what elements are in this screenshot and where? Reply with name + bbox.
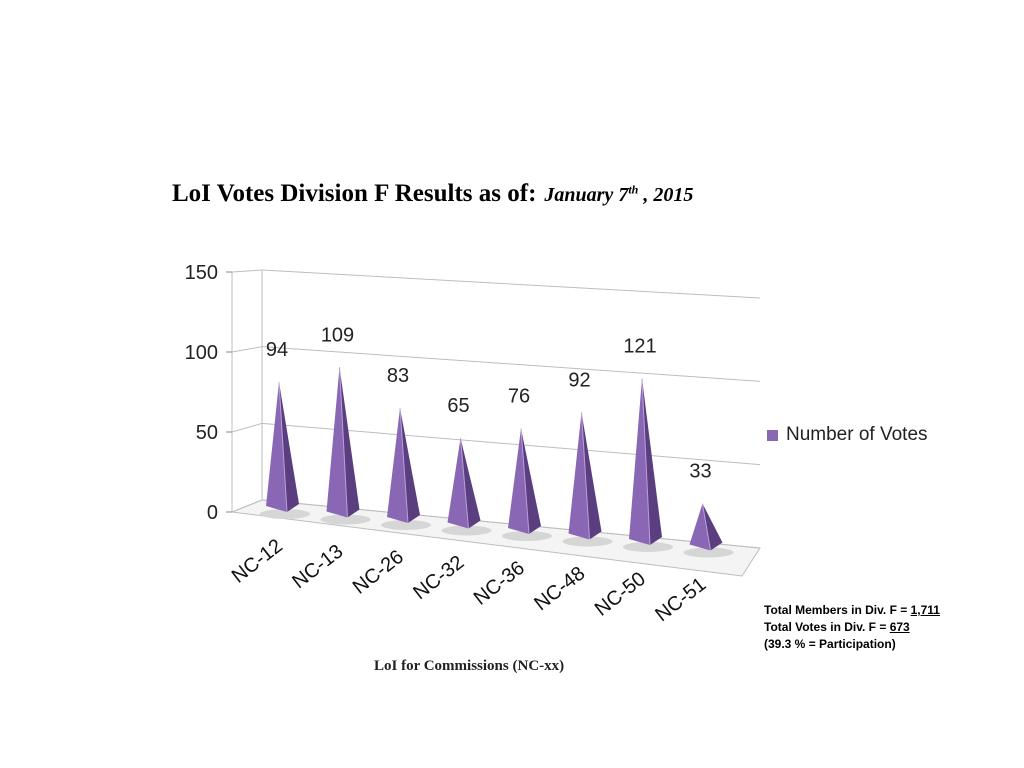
- bar-highlight-edge: [278, 382, 288, 513]
- chart-title-main: LoI Votes Division F Results as of:: [172, 180, 537, 207]
- bar-front-face: [326, 367, 348, 518]
- x-tick-label: NC-36: [470, 557, 529, 610]
- data-label: 92: [568, 369, 590, 391]
- bar-right-face: [400, 408, 420, 523]
- bar-right-face: [581, 412, 602, 540]
- bar-front-face: [508, 428, 529, 534]
- bar-right-face: [521, 428, 541, 534]
- x-tick-label: NC-51: [651, 573, 710, 626]
- x-tick-label: NC-12: [228, 535, 287, 588]
- bar-shadow: [623, 542, 673, 552]
- side-gridline: [231, 269, 263, 273]
- bar-highlight-edge: [520, 428, 530, 535]
- bar-highlight-edge: [702, 503, 711, 551]
- back-gridline: [261, 269, 761, 299]
- y-tick-label: 0: [207, 502, 218, 524]
- bar-right-face: [339, 367, 360, 518]
- bar-shadow: [562, 536, 613, 547]
- participation-line: (39.3 % = Participation): [764, 637, 896, 651]
- y-tick-label: 100: [185, 342, 218, 364]
- bar-shadow: [441, 525, 492, 536]
- side-gridline: [231, 499, 263, 513]
- y-tick-label: 150: [185, 262, 218, 284]
- bar-shadow: [381, 520, 431, 530]
- bar-front-face: [387, 408, 408, 523]
- bar-right-face: [460, 438, 481, 529]
- total-votes-line: Total Votes in Div. F = 673: [764, 619, 940, 636]
- bar-right-face: [279, 382, 299, 512]
- data-label: 76: [508, 386, 530, 408]
- side-gridline: [231, 422, 263, 433]
- totals-notes: Total Members in Div. F = 1,711 Total Vo…: [764, 602, 940, 653]
- bar-front-face: [447, 438, 469, 529]
- legend: Number of Votes: [767, 424, 928, 446]
- data-label: 33: [689, 461, 711, 483]
- chart-title: LoI Votes Division F Results as of: Janua…: [172, 180, 693, 208]
- legend-label: Number of Votes: [786, 424, 928, 445]
- x-tick-label: NC-32: [409, 551, 468, 604]
- x-tick-label: NC-50: [591, 568, 650, 621]
- x-axis-title: LoI for Commissions (NC-xx): [374, 658, 565, 674]
- total-members-label: Total Members in Div. F =: [764, 603, 911, 617]
- bar-highlight-edge: [581, 412, 590, 540]
- bar-front-face: [266, 382, 287, 512]
- chart-title-date: January 7th , 2015: [544, 182, 694, 206]
- total-votes-label: Total Votes in Div. F =: [764, 620, 890, 634]
- date-year: , 2015: [638, 184, 694, 206]
- bar-highlight-edge: [399, 408, 409, 524]
- bar-right-face: [642, 378, 662, 545]
- data-label: 83: [387, 365, 409, 387]
- bar-highlight-edge: [460, 438, 469, 529]
- side-gridline: [231, 346, 263, 353]
- back-gridline: [261, 346, 761, 382]
- bar-highlight-edge: [339, 367, 348, 518]
- total-members-line: Total Members in Div. F = 1,711: [764, 602, 940, 619]
- x-tick-label: NC-26: [349, 546, 408, 599]
- bar-shadow: [260, 509, 310, 519]
- x-tick-label: NC-48: [530, 562, 589, 615]
- bar-right-face: [702, 503, 723, 551]
- bar-shadow: [683, 547, 734, 558]
- data-label: 65: [447, 395, 469, 417]
- total-votes-value: 673: [889, 620, 910, 634]
- bar-front-face: [689, 503, 711, 551]
- bar-front-face: [568, 412, 590, 540]
- x-tick-label: NC-13: [288, 540, 347, 593]
- bar-shadow: [502, 531, 552, 541]
- bar-highlight-edge: [641, 378, 651, 546]
- data-label: 121: [623, 335, 656, 357]
- bar-shadow: [320, 514, 371, 525]
- y-tick-label: 50: [196, 422, 218, 444]
- legend-swatch: [767, 429, 778, 441]
- date-month-day: January 7: [544, 184, 629, 206]
- date-suffix: th: [628, 182, 639, 197]
- data-label: 109: [321, 324, 354, 346]
- bar-front-face: [629, 378, 650, 545]
- total-members-value: 1,711: [910, 603, 940, 617]
- data-label: 94: [266, 339, 288, 361]
